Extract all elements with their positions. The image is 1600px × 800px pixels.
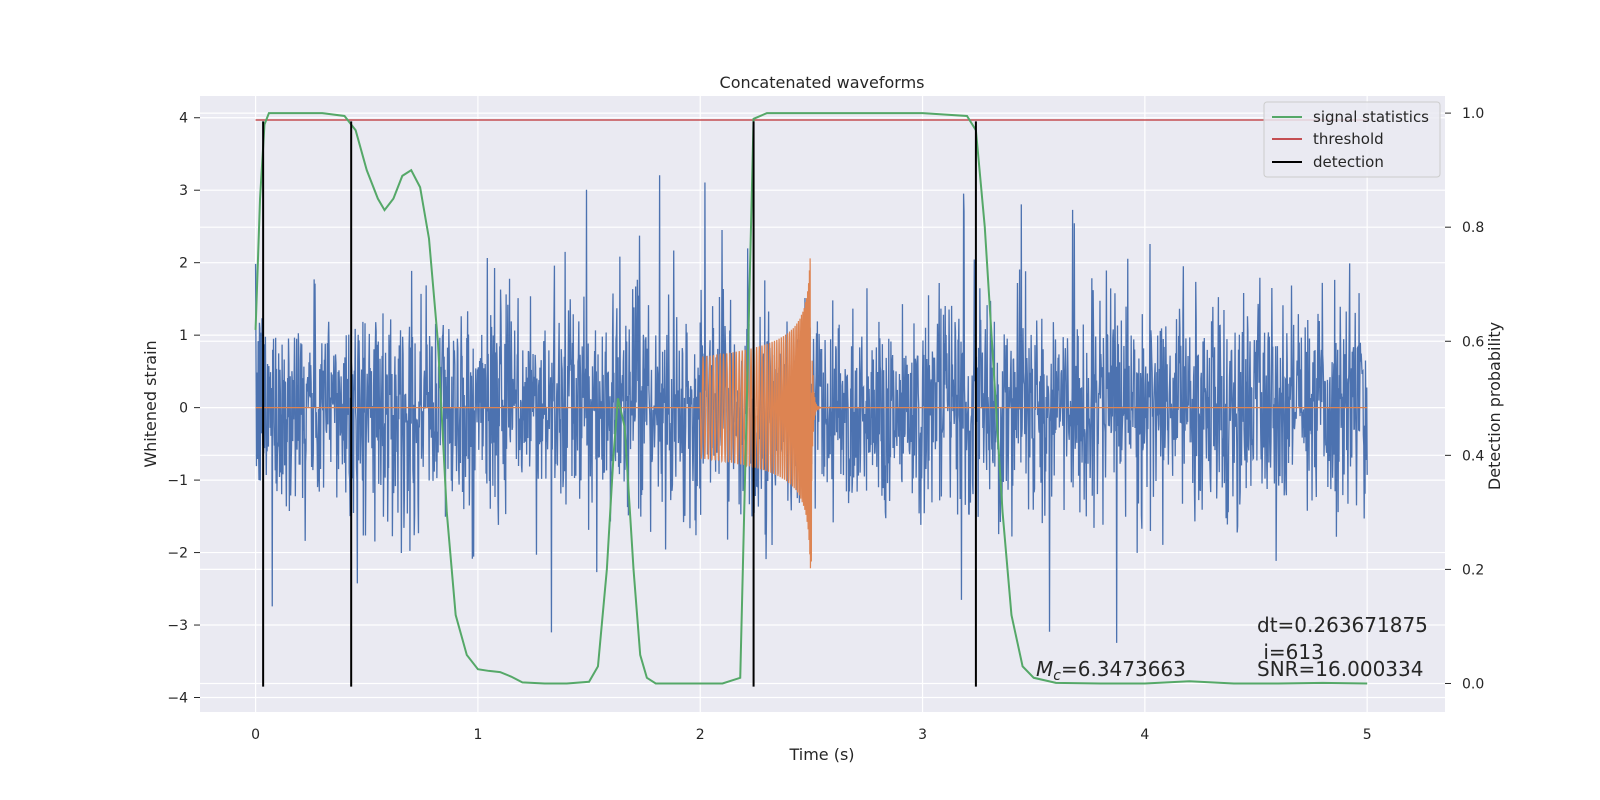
annotation-i: i=613 (1257, 640, 1324, 664)
legend-label-detection: detection (1313, 153, 1384, 171)
y-tick-label: 0 (179, 401, 188, 417)
y-tick-label: 3 (179, 183, 188, 199)
x-tick-label: 5 (1363, 727, 1372, 743)
y-tick-label: −4 (167, 691, 188, 707)
annotation-dt: dt=0.263671875 (1257, 613, 1428, 637)
y-tick-label: 4 (179, 111, 188, 127)
x-tick-label: 2 (696, 727, 705, 743)
y-right-tick-label: 0.2 (1462, 562, 1484, 578)
y-tick-label: 1 (179, 328, 188, 344)
x-tick-label: 4 (1140, 727, 1149, 743)
x-axis-label: Time (s) (788, 745, 854, 764)
y-right-tick-label: 1.0 (1462, 106, 1484, 122)
y-axis-label: Whitened strain (141, 340, 160, 467)
annotation-snr: SNR=16.000334 (1257, 657, 1423, 681)
y-axis-right-ticks: 0.0 0.2 0.4 0.6 0.8 1.0 (1445, 106, 1484, 692)
x-axis-ticks: 0 1 2 3 4 5 (251, 727, 1372, 743)
legend: signal statistics threshold detection (1263, 101, 1441, 178)
y-tick-label: −2 (167, 546, 188, 562)
y-tick-label: −3 (167, 618, 188, 634)
legend-label-threshold: threshold (1313, 130, 1384, 148)
chirp-mass-symbol: M (1036, 657, 1053, 681)
y-axis-right-label: Detection probability (1485, 322, 1504, 490)
y-axis-ticks: −4 −3 −2 −1 0 1 2 3 4 (167, 111, 200, 707)
y-right-tick-label: 0.6 (1462, 334, 1484, 350)
signal-statistics-series-line (254, 112, 1368, 685)
plot-area (200, 96, 1445, 712)
chart-title: Concatenated waveforms (720, 73, 925, 92)
y-right-tick-label: 0.4 (1462, 448, 1484, 464)
x-tick-label: 1 (473, 727, 482, 743)
injected-waveform-line (255, 258, 1368, 569)
detection-lines (262, 121, 977, 687)
x-tick-label: 0 (251, 727, 260, 743)
y-tick-label: 2 (179, 256, 188, 272)
legend-label-signal-statistics: signal statistics (1313, 108, 1429, 126)
y-tick-label: −1 (167, 473, 188, 489)
chirp-mass-subscript: c (1053, 668, 1061, 684)
y-right-tick-label: 0.0 (1462, 676, 1484, 692)
annotation-chirp-mass: Mc=6.3473663 (1036, 657, 1186, 684)
x-tick-label: 3 (918, 727, 927, 743)
y-right-tick-label: 0.8 (1462, 220, 1484, 236)
legend-box (1263, 101, 1441, 178)
chirp-mass-value: =6.3473663 (1061, 657, 1186, 681)
